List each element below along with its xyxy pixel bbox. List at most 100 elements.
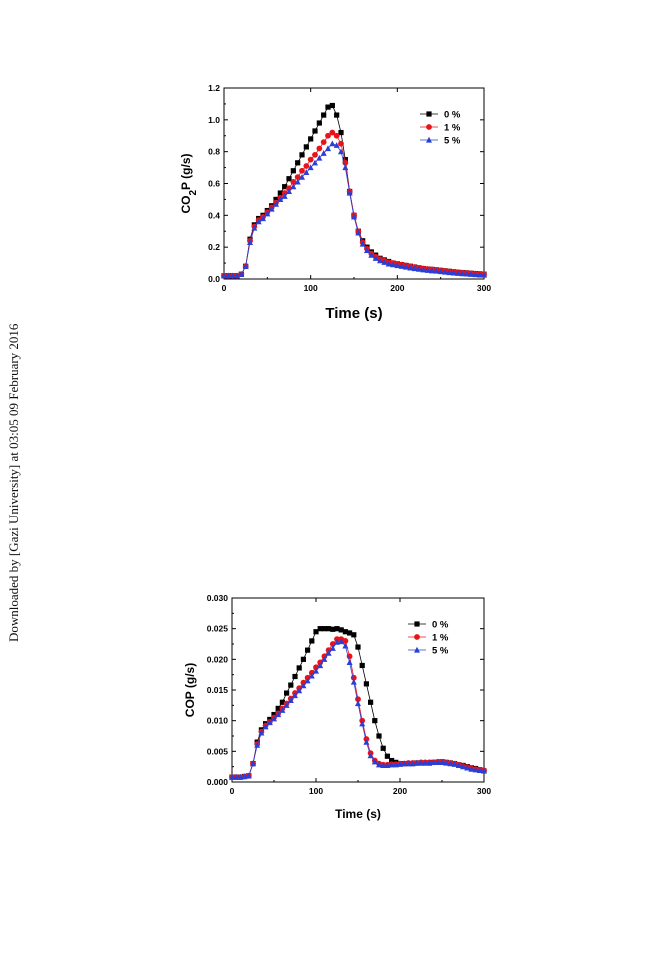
data-point [277, 196, 284, 203]
data-point [275, 705, 281, 711]
data-point [347, 630, 353, 636]
data-point [295, 160, 301, 166]
series-1 [221, 129, 487, 279]
y-tick-label: 0.005 [207, 746, 229, 756]
data-point [359, 662, 365, 669]
chart-1: 0.0 0.2 0.4 0.6 0.8 1.0 1.2 0 100 200 300 Time (s) C… [179, 83, 491, 322]
data-point [262, 723, 269, 730]
data-point [363, 738, 370, 745]
data-point [286, 188, 292, 195]
data-point [321, 626, 327, 632]
y-tick-label: 0.6 [208, 179, 220, 189]
data-point [418, 759, 424, 766]
data-point [372, 718, 378, 724]
x-tick-label: 300 [477, 283, 491, 293]
data-point [303, 163, 310, 169]
data-point [420, 266, 427, 273]
data-point [384, 753, 390, 759]
data-point [290, 179, 297, 185]
data-point [273, 196, 279, 203]
data-point [329, 102, 335, 109]
legend-marker [426, 124, 432, 130]
data-point [338, 638, 345, 645]
data-point [264, 210, 271, 217]
data-point [294, 178, 301, 185]
data-point [294, 174, 301, 181]
data-point [334, 626, 340, 632]
data-point [303, 169, 310, 175]
data-point [424, 267, 431, 273]
data-point [405, 760, 412, 767]
data-point [394, 262, 401, 269]
data-point [390, 261, 396, 268]
y-tick-label: 0.010 [207, 716, 229, 726]
data-point [233, 773, 240, 780]
y-tick-label: 1.2 [208, 83, 220, 93]
data-point [254, 742, 261, 748]
data-point [300, 656, 306, 662]
legend-marker [414, 621, 420, 627]
data-point [429, 267, 435, 274]
data-point [292, 673, 298, 680]
data-point [350, 678, 357, 685]
data-point [334, 638, 340, 645]
legend: 0 % 1 % 5 % [420, 110, 461, 147]
data-point [334, 112, 340, 118]
data-point [368, 251, 375, 258]
y-tick-label: 1.0 [208, 115, 220, 125]
data-point [234, 272, 240, 279]
data-point [468, 765, 475, 772]
data-point [413, 759, 420, 766]
data-point [303, 144, 309, 150]
data-point [281, 193, 288, 199]
data-point [338, 140, 344, 147]
data-point [271, 711, 277, 718]
data-point [271, 715, 277, 722]
data-point [376, 761, 382, 768]
series-line [224, 143, 485, 277]
data-point [450, 269, 457, 276]
data-point [242, 263, 249, 269]
data-point [313, 629, 319, 635]
data-point [326, 626, 332, 632]
data-point [316, 120, 322, 126]
data-point [221, 272, 227, 279]
data-point [266, 719, 273, 726]
data-point [476, 271, 483, 278]
y-tick-label: 0.2 [208, 242, 220, 252]
data-point [355, 229, 362, 236]
data-point [237, 773, 244, 780]
data-point [342, 157, 348, 163]
data-point [316, 154, 323, 161]
data-point [338, 129, 344, 136]
data-point [371, 758, 378, 765]
data-point [241, 773, 248, 780]
data-point [325, 650, 332, 656]
data-point [316, 145, 323, 152]
data-point [464, 764, 471, 771]
data-point [329, 645, 336, 651]
data-point [342, 642, 349, 649]
data-point [422, 759, 429, 766]
y-tick-label: 0.025 [207, 624, 229, 634]
data-point [312, 128, 318, 134]
data-point [385, 260, 392, 267]
data-point [229, 773, 235, 780]
series-line [232, 641, 485, 778]
data-point [307, 156, 314, 163]
data-point [367, 752, 374, 759]
chart-2: 0.000 0.005 0.010 0.015 0.020 0.025 0.030 0 100 2… [183, 593, 491, 821]
data-point [430, 759, 437, 765]
data-point [273, 200, 279, 207]
data-point [296, 665, 302, 671]
data-point [313, 667, 319, 674]
data-point [325, 132, 331, 139]
data-point [380, 745, 386, 751]
data-point [296, 687, 303, 694]
data-point [476, 767, 483, 773]
y-tick-label: 0.015 [207, 685, 229, 695]
series-1 [229, 636, 487, 780]
data-point [472, 271, 479, 278]
data-point [260, 215, 266, 222]
y-tick-label: 0.020 [207, 654, 229, 664]
